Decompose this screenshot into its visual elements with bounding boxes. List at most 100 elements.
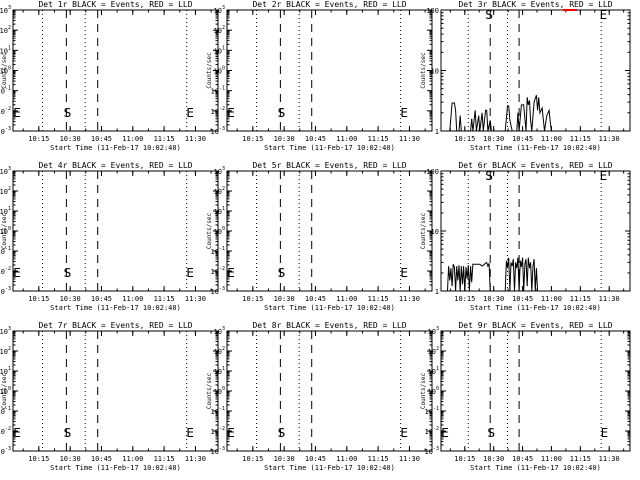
y-tick-label: 100 — [0, 226, 11, 236]
y-tick-label: 10-1 — [0, 406, 11, 416]
x-tick-label: 11:00 — [336, 295, 357, 303]
x-tick-label: 10:15 — [454, 295, 475, 303]
x-tick-label: 11:30 — [185, 455, 206, 463]
panel-title: Det 6r BLACK = Events, RED = LLD — [458, 161, 612, 170]
y-tick-label: 1 — [435, 288, 439, 296]
x-tick-label: 11:30 — [399, 295, 420, 303]
panel-5: Det 5r BLACK = Events, RED = LLD 10-3 10-2… — [206, 161, 433, 312]
y-tick-label: 101 — [214, 366, 225, 376]
x-tick-label: 10:30 — [274, 135, 295, 143]
series-line — [447, 95, 552, 132]
y-axis-label: Counts/sec — [420, 213, 427, 250]
y-tick-label: 10-3 — [211, 446, 225, 456]
x-tick-label: 11:15 — [570, 295, 591, 303]
y-tick-label: 10-1 — [211, 246, 225, 256]
y-tick-label: 10-2 — [0, 106, 11, 116]
x-tick-label: 10:30 — [483, 455, 504, 463]
left-marker: E — [13, 426, 21, 440]
end-marker: E — [400, 266, 408, 280]
y-axis-label: Counts/sec — [1, 213, 8, 250]
panel-title: Det 9r BLACK = Events, RED = LLD — [458, 321, 612, 330]
panel-9: Det 9r BLACK = Events, RED = LLD 10-3 10-2… — [420, 321, 631, 472]
x-tick-label: 10:30 — [60, 455, 81, 463]
left-marker: E — [13, 106, 21, 120]
x-tick-label: 11:30 — [399, 135, 420, 143]
start-marker: S — [278, 426, 286, 440]
x-tick-label: 10:45 — [91, 295, 112, 303]
x-tick-label: 11:30 — [185, 295, 206, 303]
y-tick-label: 10-2 — [425, 426, 439, 436]
y-tick-label: 101 — [0, 45, 11, 55]
x-tick-label: 10:45 — [91, 455, 112, 463]
x-tick-label: 10:45 — [512, 295, 533, 303]
x-tick-label: 11:00 — [541, 135, 562, 143]
y-tick-label: 10-1 — [0, 86, 11, 96]
y-tick-label: 100 — [0, 66, 11, 76]
x-tick-label: 10:30 — [483, 295, 504, 303]
x-axis-label: Start Time (11-Feb-17 10:02:40) — [50, 144, 181, 152]
panel-2: Det 2r BLACK = Events, RED = LLD 10-3 10-2… — [206, 0, 433, 152]
x-tick-label: 10:45 — [512, 135, 533, 143]
x-tick-label: 11:00 — [122, 135, 143, 143]
y-tick-label: 103 — [0, 5, 11, 15]
y-tick-label: 10-2 — [211, 426, 225, 436]
y-axis-label: Counts/sec — [206, 213, 213, 250]
panel-title: Det 4r BLACK = Events, RED = LLD — [38, 161, 192, 170]
start-marker: S — [485, 8, 493, 22]
left-marker: E — [227, 266, 235, 280]
panel-8: Det 8r BLACK = Events, RED = LLD 10-3 10-2… — [206, 321, 433, 472]
y-tick-label: 101 — [428, 366, 439, 376]
y-tick-label: 10-2 — [211, 266, 225, 276]
left-marker: E — [227, 106, 235, 120]
left-marker: E — [441, 426, 449, 440]
x-tick-label: 10:15 — [28, 135, 49, 143]
y-axis-label: Counts/sec — [1, 373, 8, 410]
y-tick-label: 102 — [0, 186, 11, 196]
x-tick-label: 11:30 — [599, 455, 620, 463]
y-tick-label: 10-3 — [425, 446, 439, 456]
plot-frame — [440, 170, 631, 292]
start-marker: S — [278, 266, 286, 280]
x-axis-label: Start Time (11-Feb-17 10:02:40) — [264, 304, 395, 312]
x-tick-label: 11:00 — [122, 455, 143, 463]
x-tick-label: 10:45 — [91, 135, 112, 143]
x-tick-label: 10:30 — [274, 295, 295, 303]
y-tick-label: 10-1 — [425, 406, 439, 416]
start-marker: S — [487, 426, 495, 440]
y-tick-label: 101 — [214, 206, 225, 216]
x-tick-label: 11:30 — [185, 135, 206, 143]
y-tick-label: 102 — [0, 25, 11, 35]
y-tick-label: 10-2 — [0, 266, 11, 276]
y-axis-label: Counts/sec — [206, 373, 213, 410]
end-marker: E — [600, 8, 608, 22]
x-axis-label: Start Time (11-Feb-17 10:02:40) — [50, 304, 181, 312]
y-tick-label: 102 — [0, 346, 11, 356]
panel-4: Det 4r BLACK = Events, RED = LLD 10-3 10-2… — [0, 161, 219, 312]
panel-title: Det 3r BLACK = Events, RED = LLD — [458, 0, 612, 9]
panel-3: Det 3r BLACK = Events, RED = LLD 1 10 100 10… — [420, 0, 631, 152]
y-tick-label: 100 — [426, 168, 439, 176]
y-tick-label: 103 — [214, 5, 225, 15]
y-tick-label: 10-3 — [211, 126, 225, 136]
panel-title: Det 7r BLACK = Events, RED = LLD — [38, 321, 192, 330]
y-tick-label: 10-1 — [211, 406, 225, 416]
x-tick-label: 10:30 — [274, 455, 295, 463]
y-tick-label: 103 — [214, 166, 225, 176]
x-tick-label: 11:00 — [541, 295, 562, 303]
x-tick-label: 10:45 — [305, 135, 326, 143]
end-marker: E — [186, 426, 194, 440]
left-marker: E — [13, 266, 21, 280]
x-axis-label: Start Time (11-Feb-17 10:02:40) — [264, 464, 395, 472]
y-axis-label: Counts/sec — [206, 52, 213, 89]
panel-title: Det 2r BLACK = Events, RED = LLD — [252, 0, 406, 9]
y-tick-label: 102 — [214, 25, 225, 35]
y-axis-label: Counts/sec — [1, 52, 8, 89]
y-tick-label: 103 — [214, 326, 225, 336]
panel-title: Det 1r BLACK = Events, RED = LLD — [38, 0, 192, 9]
y-tick-label: 10-3 — [211, 286, 225, 296]
y-tick-label: 100 — [428, 386, 439, 396]
y-tick-label: 10-1 — [0, 246, 11, 256]
x-tick-label: 11:00 — [336, 135, 357, 143]
x-tick-label: 10:45 — [305, 455, 326, 463]
x-tick-label: 10:45 — [512, 455, 533, 463]
